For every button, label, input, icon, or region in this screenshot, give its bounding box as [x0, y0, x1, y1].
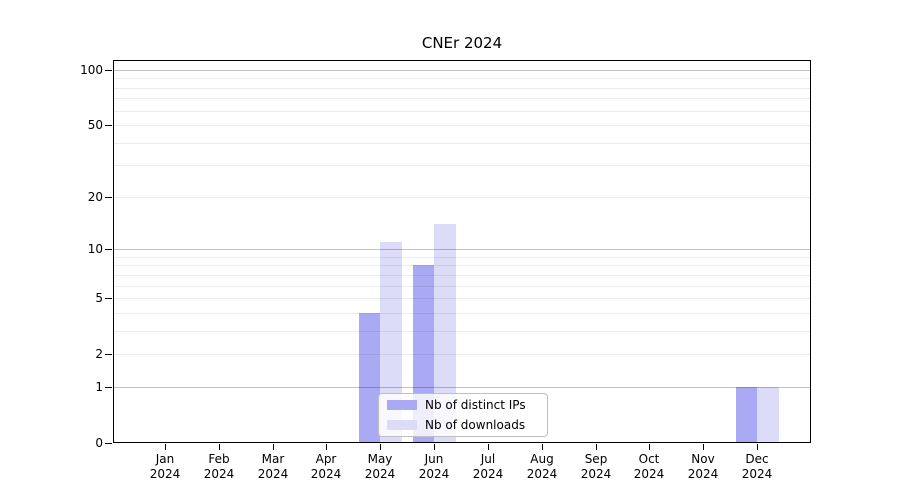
x-tick-month: Feb	[208, 452, 230, 466]
x-tick-label-may: May 2024	[353, 452, 407, 482]
gridline-minor-5	[114, 298, 810, 299]
y-tick-label-10: 10	[87, 242, 103, 256]
x-tick-year: 2024	[364, 467, 396, 481]
x-tick-mark-jul	[488, 444, 489, 450]
y-tick-mark-20	[105, 197, 112, 198]
y-tick-mark-5	[105, 298, 112, 299]
legend-entry-downloads: Nb of downloads	[387, 417, 539, 434]
x-tick-label-mar: Mar 2024	[246, 452, 300, 482]
y-tick-label-5: 5	[95, 291, 103, 305]
legend-swatch-downloads	[387, 419, 417, 430]
legend-swatch-distinct-ips	[387, 400, 417, 411]
gridline-minor-7	[114, 275, 810, 276]
y-tick-label-20: 20	[87, 190, 103, 204]
gridline-minor-40	[114, 143, 810, 144]
x-tick-label-aug: Aug 2024	[515, 452, 569, 482]
x-tick-year: 2024	[203, 467, 235, 481]
x-tick-year: 2024	[526, 467, 558, 481]
y-tick-label-100: 100	[80, 63, 103, 77]
y-tick-label-1: 1	[95, 380, 103, 394]
x-tick-month: Nov	[691, 452, 715, 466]
y-tick-label-0: 0	[95, 436, 103, 450]
x-tick-mark-dec	[757, 444, 758, 450]
x-tick-mark-sep	[596, 444, 597, 450]
x-tick-month: Mar	[261, 452, 285, 466]
x-tick-mark-mar	[273, 444, 274, 450]
legend: Nb of distinct IPs Nb of downloads	[378, 393, 548, 437]
x-tick-month: Sep	[584, 452, 608, 466]
x-tick-year: 2024	[741, 467, 773, 481]
x-tick-month: Apr	[315, 452, 337, 466]
x-tick-mark-may	[380, 444, 381, 450]
gridline-minor-4	[114, 313, 810, 314]
bar-jun-downloads	[434, 224, 456, 442]
x-tick-mark-feb	[219, 444, 220, 450]
x-tick-month: Jun	[424, 452, 444, 466]
y-tick-label-2: 2	[95, 347, 103, 361]
y-tick-mark-10	[105, 249, 112, 250]
gridline-minor-30	[114, 165, 810, 166]
y-tick-mark-0	[105, 443, 112, 444]
x-tick-mark-nov	[703, 444, 704, 450]
x-tick-year: 2024	[687, 467, 719, 481]
gridline-minor-20	[114, 197, 810, 198]
gridline-minor-50	[114, 125, 810, 126]
x-tick-month: Oct	[638, 452, 660, 466]
bar-dec-distinct-ips	[735, 386, 757, 442]
x-tick-mark-jun	[434, 444, 435, 450]
x-tick-label-jul: Jul 2024	[461, 452, 515, 482]
x-tick-label-feb: Feb 2024	[192, 452, 246, 482]
x-tick-month: May	[367, 452, 393, 466]
x-tick-label-jan: Jan 2024	[138, 452, 192, 482]
bar-dec-downloads	[757, 386, 779, 442]
gridline-minor-60	[114, 111, 810, 112]
y-tick-mark-100	[105, 70, 112, 71]
y-tick-mark-2	[105, 354, 112, 355]
y-tick-label-50: 50	[87, 118, 103, 132]
x-tick-label-oct: Oct 2024	[622, 452, 676, 482]
bar-may-distinct-ips	[358, 312, 381, 442]
chart-title: CNEr 2024	[421, 34, 503, 52]
gridline-minor-8	[114, 265, 810, 266]
x-tick-mark-jan	[165, 444, 166, 450]
x-tick-year: 2024	[310, 467, 342, 481]
legend-entry-distinct-ips: Nb of distinct IPs	[387, 397, 539, 414]
y-tick-mark-1	[105, 387, 112, 388]
x-tick-year: 2024	[633, 467, 665, 481]
gridline-minor-2	[114, 354, 810, 355]
bar-may-downloads	[380, 242, 402, 442]
gridline-minor-90	[114, 78, 810, 79]
x-tick-year: 2024	[149, 467, 181, 481]
gridline-minor-6	[114, 286, 810, 287]
x-tick-month: Jan	[155, 452, 175, 466]
gridline-minor-80	[114, 88, 810, 89]
x-tick-label-nov: Nov 2024	[676, 452, 730, 482]
gridline-major-1	[114, 387, 810, 388]
x-tick-year: 2024	[472, 467, 504, 481]
legend-label-downloads: Nb of downloads	[425, 417, 526, 432]
x-tick-month: Jul	[480, 452, 496, 466]
gridline-minor-3	[114, 331, 810, 332]
x-tick-year: 2024	[580, 467, 612, 481]
plot-area	[113, 60, 811, 443]
x-tick-year: 2024	[257, 467, 289, 481]
x-tick-year: 2024	[418, 467, 450, 481]
gridline-minor-9	[114, 257, 810, 258]
x-tick-label-jun: Jun 2024	[407, 452, 461, 482]
gridline-major-10	[114, 249, 810, 250]
gridline-minor-70	[114, 98, 810, 99]
x-tick-label-dec: Dec 2024	[730, 452, 784, 482]
x-tick-month: Dec	[745, 452, 769, 466]
x-tick-mark-aug	[542, 444, 543, 450]
legend-label-distinct-ips: Nb of distinct IPs	[425, 398, 526, 413]
gridline-major-100	[114, 70, 810, 71]
x-tick-mark-oct	[649, 444, 650, 450]
y-tick-mark-50	[105, 125, 112, 126]
x-tick-month: Aug	[530, 452, 554, 466]
x-tick-label-sep: Sep 2024	[569, 452, 623, 482]
x-tick-mark-apr	[326, 444, 327, 450]
x-tick-label-apr: Apr 2024	[299, 452, 353, 482]
